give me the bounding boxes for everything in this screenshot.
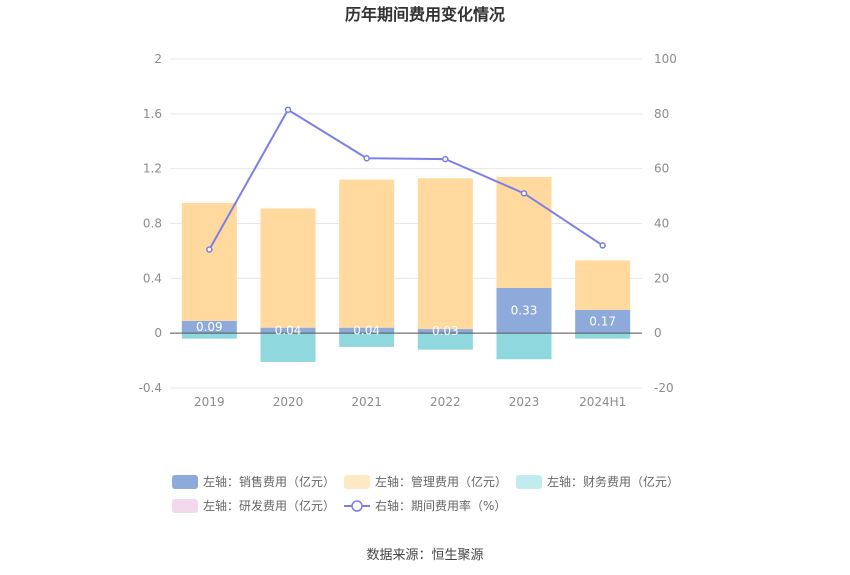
bars	[181, 176, 631, 362]
x-tick-label: 2024H1	[579, 395, 626, 409]
rate-point	[442, 155, 449, 163]
rate-line	[206, 106, 606, 253]
bar-data-label: 0.03	[432, 324, 459, 338]
bar-segment-2	[575, 333, 631, 339]
data-source: 数据来源：恒生聚源	[366, 548, 483, 563]
left-tick-label: 1.2	[143, 162, 162, 176]
legend-swatch-admin	[344, 475, 370, 489]
left-tick-label: 0.8	[143, 217, 162, 231]
legend-swatch-finance	[516, 475, 542, 489]
right-tick-label: 20	[654, 271, 669, 285]
right-axis-ticks: -20 0 20 40 60 80 100	[654, 52, 677, 395]
bar-data-label: 0.04	[275, 323, 302, 337]
bar-segment-1	[181, 202, 237, 321]
x-tick-label: 2019	[194, 395, 225, 409]
rate-point	[363, 154, 370, 162]
rate-line-path	[208, 108, 604, 251]
right-tick-label: 0	[654, 326, 662, 340]
bar-segment-1	[417, 178, 473, 330]
bar-data-labels: 0.09 0.04 0.04 0.03 0.33 0.17	[196, 304, 616, 339]
left-tick-label: 2	[154, 52, 162, 66]
legend-label-rate: 右轴：期间费用率（%）	[375, 498, 506, 513]
x-tick-label: 2022	[430, 395, 461, 409]
bar-segment-2	[339, 333, 395, 347]
bar-segment-2	[260, 333, 316, 362]
legend-swatch-sales	[172, 475, 198, 489]
right-tick-label: -20	[654, 381, 674, 395]
left-tick-label: 1.6	[143, 107, 162, 121]
right-tick-label: 100	[654, 52, 677, 66]
left-tick-label: -0.4	[139, 381, 162, 395]
bar-data-label: 0.33	[511, 304, 538, 318]
bar-segment-2	[496, 333, 552, 360]
bar-segment-1	[260, 208, 316, 328]
legend-item-admin[interactable]: 左轴：管理费用（亿元）	[344, 474, 507, 489]
rate-point	[520, 190, 528, 197]
bar-segment-2	[181, 333, 237, 339]
bar-segment-0	[417, 329, 473, 334]
bar-data-label: 0.17	[589, 315, 616, 329]
x-tick-label: 2021	[351, 395, 382, 409]
bar-segment-1	[339, 179, 395, 328]
bar-data-label: 0.04	[353, 323, 380, 337]
legend: 左轴：销售费用（亿元） 左轴：管理费用（亿元） 左轴：财务费用（亿元） 左轴：研…	[172, 474, 679, 513]
legend-swatch-rnd	[172, 499, 198, 513]
right-tick-label: 40	[654, 217, 669, 231]
bar-data-label: 0.09	[196, 320, 223, 334]
left-tick-label: 0	[154, 326, 162, 340]
rate-point	[599, 242, 606, 249]
bar-segment-0	[260, 327, 316, 334]
legend-label-finance: 左轴：财务费用（亿元）	[547, 474, 679, 489]
bar-segment-1	[575, 260, 631, 310]
rate-point	[206, 246, 213, 253]
x-tick-label: 2020	[273, 395, 304, 409]
bar-segment-2	[417, 333, 473, 350]
legend-label-admin: 左轴：管理费用（亿元）	[375, 474, 507, 489]
bar-segment-0	[496, 287, 552, 334]
left-tick-label: 0.4	[143, 271, 162, 285]
right-tick-label: 60	[654, 162, 669, 176]
legend-item-sales[interactable]: 左轴：销售费用（亿元）	[172, 474, 335, 489]
left-axis-ticks: -0.4 0 0.4 0.8 1.2 1.6 2	[139, 52, 162, 395]
bar-segment-0	[575, 309, 631, 334]
right-tick-label: 80	[654, 107, 669, 121]
bar-segment-0	[181, 320, 237, 334]
legend-item-rnd[interactable]: 左轴：研发费用（亿元）	[172, 498, 335, 513]
legend-label-sales: 左轴：销售费用（亿元）	[203, 474, 335, 489]
x-axis-ticks: 2019 2020 2021 2022 2023 2024H1	[194, 395, 626, 409]
chart-title: 历年期间费用变化情况	[345, 5, 505, 24]
legend-swatch-rate-marker	[351, 500, 363, 512]
legend-item-rate[interactable]: 右轴：期间费用率（%）	[344, 498, 506, 513]
legend-item-finance[interactable]: 左轴：财务费用（亿元）	[516, 474, 679, 489]
legend-label-rnd: 左轴：研发费用（亿元）	[203, 498, 335, 513]
bar-segment-0	[339, 327, 395, 334]
x-tick-label: 2023	[509, 395, 540, 409]
rate-point	[284, 106, 292, 113]
